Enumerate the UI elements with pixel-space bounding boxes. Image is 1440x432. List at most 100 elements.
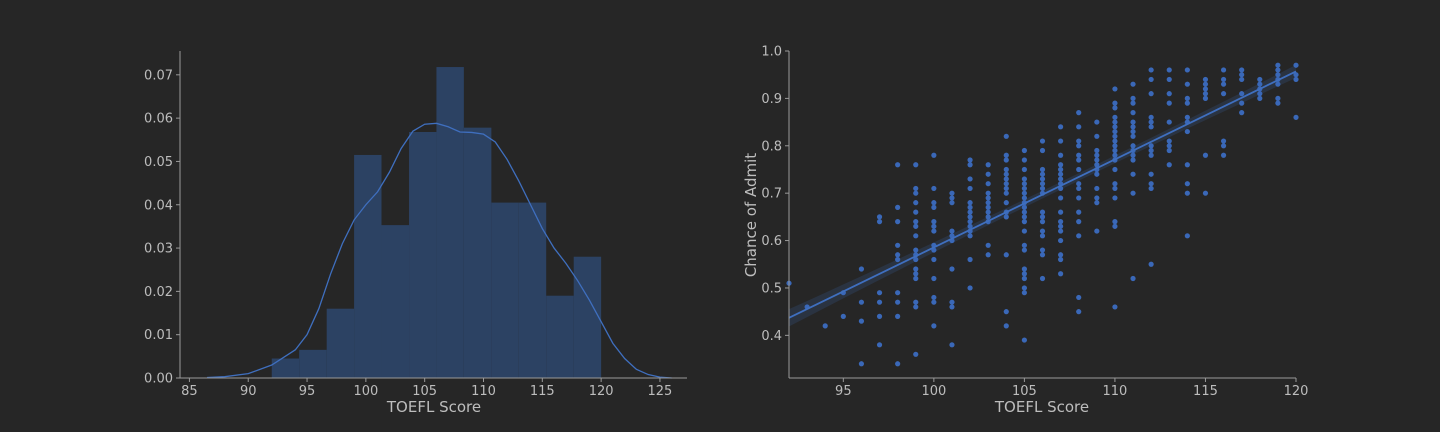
histogram-bar — [299, 349, 327, 378]
scatter-point — [1112, 181, 1118, 187]
scatter-point — [1239, 67, 1245, 73]
scatter-point — [1094, 133, 1100, 139]
scatter-point — [931, 299, 937, 305]
scatter-point — [1021, 214, 1027, 220]
scatter-point — [913, 275, 919, 282]
scatter-point — [985, 242, 991, 248]
scatter-point — [967, 223, 973, 229]
scatter-point — [1130, 110, 1136, 116]
scatter-point — [931, 204, 937, 210]
scatter-point — [1021, 275, 1027, 282]
scatter-point — [1220, 91, 1227, 97]
regression-line-group — [788, 70, 1297, 319]
scatter-point — [1058, 124, 1064, 130]
scatter-point — [1239, 76, 1245, 83]
scatter-point — [1148, 181, 1154, 187]
scatter-point — [1184, 181, 1190, 187]
scatter-point — [1076, 195, 1082, 201]
regression-line — [788, 70, 1297, 319]
scatter-point — [1021, 181, 1027, 187]
scatter-point — [913, 233, 919, 239]
scatter-point — [1275, 100, 1281, 106]
scatter-point — [1112, 86, 1118, 92]
scatter-point — [913, 185, 919, 192]
histogram-bar — [326, 308, 355, 378]
scatter-point — [895, 299, 901, 305]
scatter-point — [1148, 76, 1154, 83]
histogram-y-tick-label: 0.05 — [144, 155, 173, 170]
scatter-point — [1148, 152, 1154, 158]
histogram-x-tick-label: 85 — [181, 384, 198, 399]
scatter-point — [1003, 152, 1009, 158]
histogram-bar — [409, 131, 437, 378]
scatter-y-tick-label: 0.8 — [761, 139, 782, 154]
scatter-point — [1076, 138, 1082, 144]
scatter-point — [1239, 110, 1245, 116]
scatter-point — [931, 185, 937, 192]
scatter-point — [1058, 162, 1064, 168]
scatter-point — [985, 209, 991, 215]
scatter-point — [1184, 95, 1190, 101]
scatter-point — [1039, 181, 1046, 187]
histogram-bar — [518, 202, 547, 378]
histogram-x-ticks: 85 90 95 100 105 110 115 120 125 — [181, 378, 672, 399]
scatter-point — [1003, 309, 1009, 315]
scatter-point — [1039, 209, 1046, 215]
scatter-point — [1166, 100, 1172, 106]
scatter-point — [1220, 138, 1227, 144]
scatter-point — [1076, 185, 1082, 192]
scatter-point — [1039, 233, 1046, 239]
scatter-point — [895, 204, 901, 210]
scatter-point — [1148, 147, 1154, 154]
histogram-bar — [491, 202, 519, 378]
scatter-point — [1112, 143, 1118, 149]
scatter-point — [1184, 114, 1190, 120]
scatter-point — [913, 271, 919, 277]
scatter-point — [913, 219, 919, 225]
scatter-point — [967, 200, 973, 206]
scatter-point — [1202, 190, 1209, 196]
scatter-point — [895, 252, 901, 258]
scatter-point — [1094, 147, 1100, 154]
scatter-point — [895, 242, 901, 248]
scatter-point — [967, 176, 973, 182]
scatter-point — [985, 181, 991, 187]
scatter-point — [1130, 133, 1136, 139]
scatter-point — [1239, 100, 1245, 106]
scatter-point — [967, 209, 973, 215]
scatter-point — [1202, 91, 1209, 97]
scatter-point — [1076, 157, 1082, 163]
scatter-point — [913, 299, 919, 305]
scatter-point — [1076, 233, 1082, 239]
scatter-point — [1202, 86, 1209, 92]
scatter-point — [1003, 171, 1009, 177]
scatter-point — [967, 285, 973, 291]
scatter-point — [1094, 152, 1100, 158]
scatter-point — [1293, 76, 1299, 83]
scatter-point — [1112, 152, 1118, 158]
scatter-point — [913, 223, 919, 229]
scatter-point — [1166, 119, 1172, 125]
scatter-point — [858, 266, 865, 272]
scatter-point — [949, 195, 955, 201]
scatter-point — [1058, 138, 1064, 144]
scatter-point — [1275, 95, 1281, 101]
scatter-point — [949, 228, 955, 234]
scatter-point — [895, 219, 901, 225]
scatter-point — [1058, 219, 1064, 225]
histogram-bar — [381, 225, 410, 378]
scatter-point — [876, 342, 883, 348]
scatter-point — [1021, 271, 1027, 277]
scatter-point — [1112, 138, 1118, 144]
scatter-point — [931, 323, 937, 329]
histogram-y-tick-label: 0.04 — [144, 198, 173, 213]
histogram-x-tick-label: 125 — [648, 384, 673, 399]
scatter-point — [1021, 204, 1027, 210]
scatter-point — [1184, 190, 1190, 196]
scatter-point — [1021, 195, 1027, 201]
scatter-point — [949, 200, 955, 206]
scatter-point — [1058, 271, 1064, 277]
histogram-x-tick-label: 105 — [412, 384, 437, 399]
scatter-point — [1275, 67, 1281, 73]
